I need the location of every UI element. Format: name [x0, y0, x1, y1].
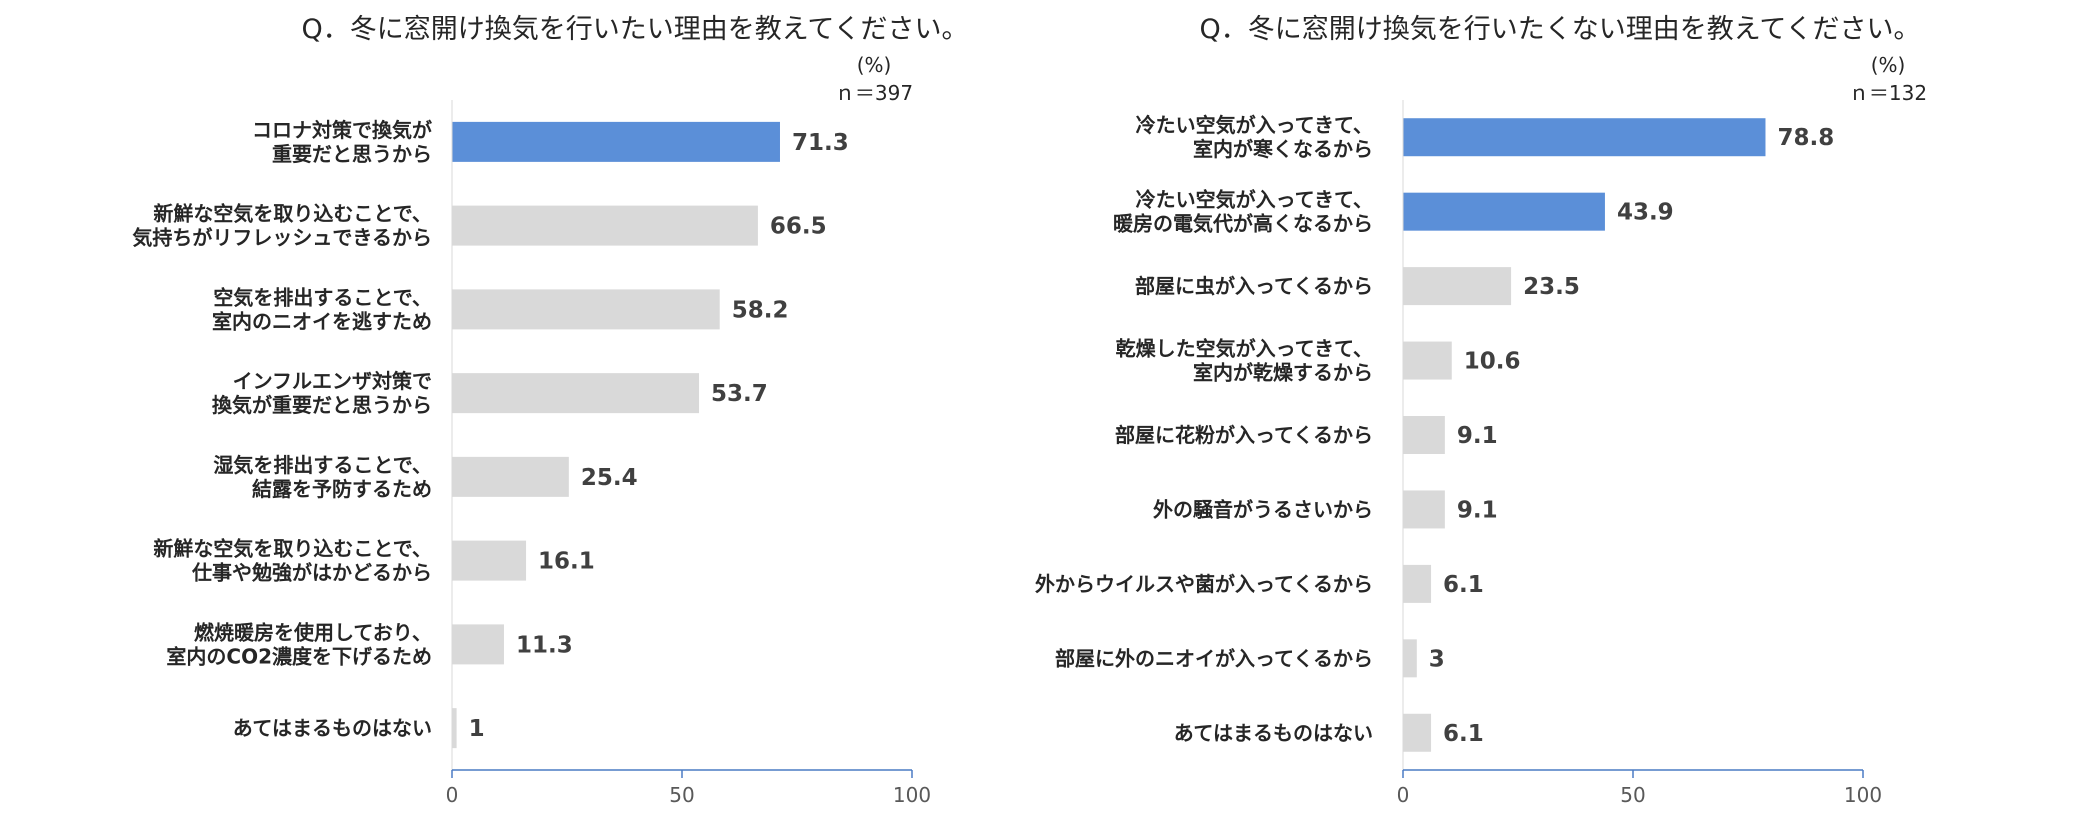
n-label: ｎ＝397 — [835, 81, 913, 105]
category-label: 暖房の電気代が高くなるから — [1113, 212, 1373, 236]
value-label: 78.8 — [1777, 125, 1834, 151]
category-label: 部屋に外のニオイが入ってくるから — [1055, 646, 1373, 670]
n-label: ｎ＝132 — [1849, 81, 1927, 105]
bar — [452, 456, 569, 497]
category-label: インフルエンザ対策で — [233, 369, 432, 393]
category-label: コロナ対策で換気が — [252, 118, 432, 142]
category-label: 燃焼暖房を使用しており、 — [194, 620, 432, 644]
chart-want-reasons: Q．冬に窓開け換気を行いたい理由を教えてください。 (%) ｎ＝397 71.3 コロナ… — [132, 14, 968, 807]
unit-label: (%) — [1871, 53, 1906, 77]
bar — [452, 289, 720, 330]
category-label: 換気が重要だと思うから — [212, 393, 432, 417]
chart-title: Q．冬に窓開け換気を行いたくない理由を教えてください。 — [1199, 14, 1920, 45]
category-label: 乾燥した空気が入ってきて、 — [1116, 337, 1373, 361]
category-label: 気持ちがリフレッシュできるから — [132, 226, 432, 250]
bar — [452, 624, 504, 665]
bar — [452, 540, 527, 581]
x-tick-label: 100 — [1844, 783, 1882, 807]
value-label: 25.4 — [581, 465, 638, 491]
category-label: 結露を予防するため — [252, 477, 432, 501]
x-tick-label: 0 — [1397, 783, 1410, 807]
bar — [1403, 639, 1417, 678]
value-label: 53.7 — [711, 381, 768, 407]
chart-not-want-reasons: Q．冬に窓開け換気を行いたくない理由を教えてください。 (%) ｎ＝132 78.8 冷… — [1035, 14, 1927, 807]
bar — [1403, 490, 1445, 529]
value-label: 3 — [1429, 646, 1445, 672]
bar — [452, 373, 700, 414]
value-label: 9.1 — [1457, 423, 1498, 449]
value-label: 11.3 — [516, 632, 573, 658]
value-label: 1 — [469, 716, 485, 742]
category-label: 部屋に花粉が入ってくるから — [1115, 423, 1373, 447]
value-label: 16.1 — [538, 549, 595, 575]
x-tick-label: 0 — [446, 783, 459, 807]
category-label: 部屋に虫が入ってくるから — [1135, 274, 1373, 298]
bar — [1403, 713, 1432, 752]
category-label: 冷たい空気が入ってきて、 — [1136, 188, 1373, 212]
bar — [1403, 416, 1445, 454]
category-label: 新鮮な空気を取り込むことで、 — [153, 202, 432, 226]
bar — [452, 121, 780, 162]
bar — [452, 205, 758, 246]
category-label: 室内のニオイを逃すため — [212, 309, 432, 333]
value-label: 43.9 — [1617, 200, 1674, 226]
value-label: 23.5 — [1523, 274, 1580, 300]
category-label: 室内が乾燥するから — [1193, 361, 1373, 385]
value-label: 58.2 — [732, 297, 789, 323]
x-tick-label: 50 — [669, 783, 694, 807]
value-label: 9.1 — [1457, 497, 1498, 523]
bar — [1403, 192, 1605, 231]
value-label: 71.3 — [792, 130, 849, 156]
category-label: 重要だと思うから — [272, 142, 432, 166]
bar — [1403, 341, 1452, 380]
x-tick-label: 50 — [1620, 783, 1645, 807]
bar — [452, 708, 457, 749]
value-label: 66.5 — [770, 214, 827, 240]
bar — [1403, 564, 1432, 603]
unit-label: (%) — [857, 53, 892, 77]
category-label: 冷たい空気が入ってきて、 — [1136, 113, 1373, 137]
category-label: 外からウイルスや菌が入ってくるから — [1035, 572, 1373, 596]
value-label: 6.1 — [1443, 572, 1484, 598]
chart-title: Q．冬に窓開け換気を行いたい理由を教えてください。 — [301, 14, 968, 45]
x-tick-label: 100 — [893, 783, 931, 807]
category-label: 室内が寒くなるから — [1193, 137, 1373, 161]
value-label: 10.6 — [1464, 349, 1521, 375]
category-label: 空気を排出することで、 — [213, 285, 432, 309]
bar — [1403, 267, 1512, 306]
value-label: 6.1 — [1443, 721, 1484, 747]
category-label: 湿気を排出することで、 — [213, 453, 432, 477]
category-label: あてはまるものはない — [233, 716, 432, 740]
category-label: 新鮮な空気を取り込むことで、 — [153, 537, 432, 561]
category-label: 仕事や勉強がはかどるから — [191, 561, 432, 585]
bar — [1403, 118, 1766, 157]
category-label: 外の騒音がうるさいから — [1153, 497, 1373, 521]
category-label: あてはまるものはない — [1174, 721, 1373, 745]
category-label: 室内のCO2濃度を下げるため — [166, 644, 432, 668]
